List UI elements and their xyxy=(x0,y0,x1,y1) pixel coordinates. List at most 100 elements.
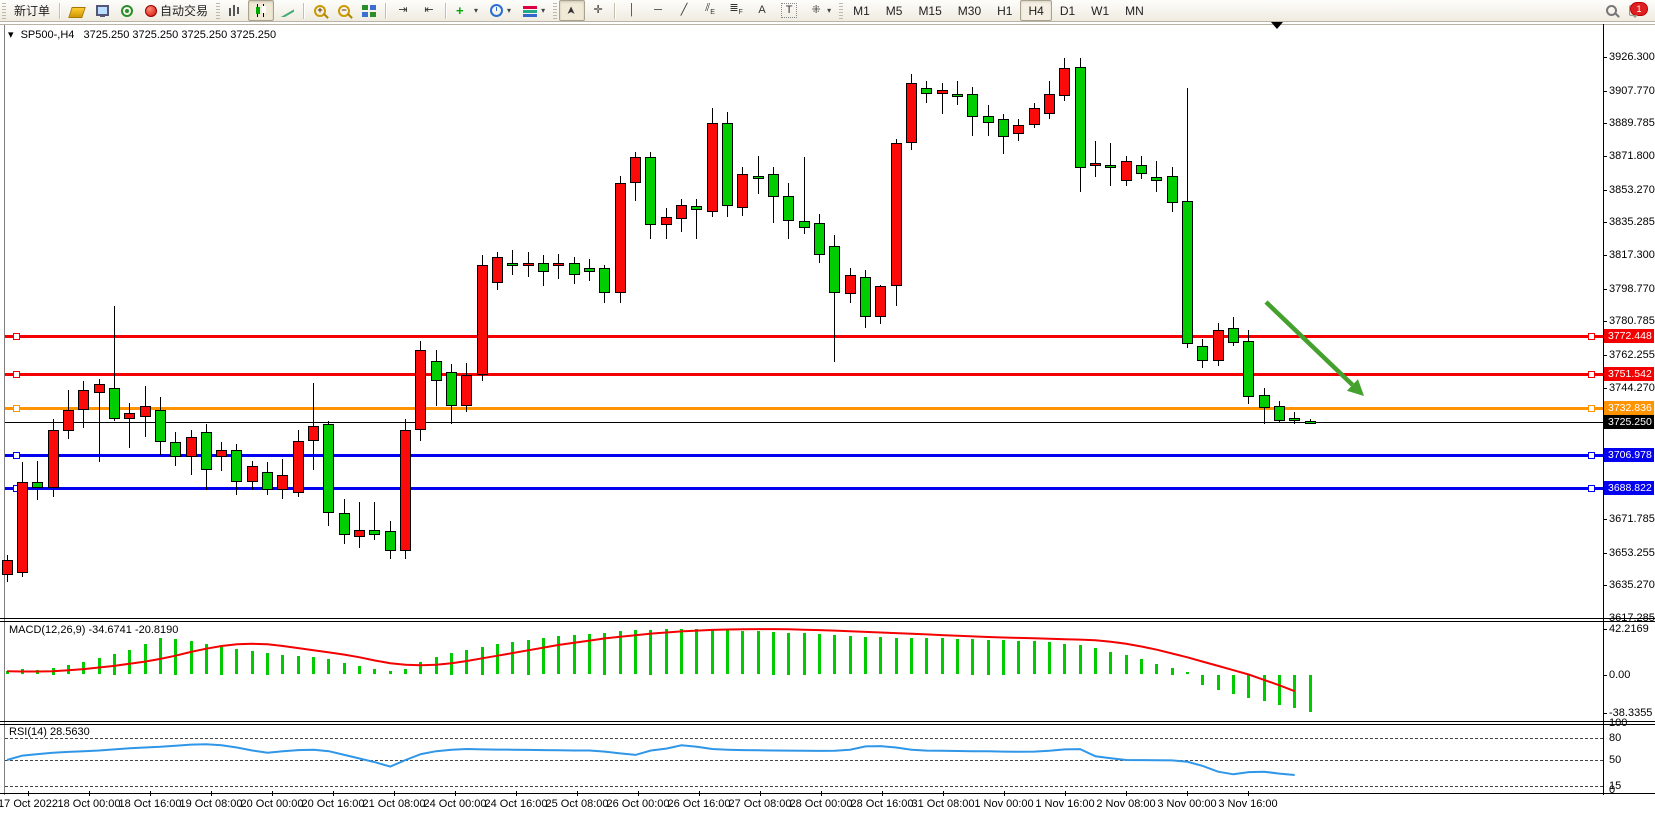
new-order-button[interactable]: 新订单 xyxy=(8,0,56,21)
clock-icon xyxy=(490,4,504,17)
chart-shift-marker[interactable] xyxy=(1271,22,1283,29)
level-line-3732.836[interactable] xyxy=(5,406,1603,410)
timeframe-button-h1[interactable]: H1 xyxy=(997,3,1013,18)
zoom-out-button[interactable]: − xyxy=(332,0,356,21)
candle-up xyxy=(522,262,534,266)
level-handle[interactable] xyxy=(1588,332,1595,340)
arrows-tool-button[interactable]: ⁜ ▾ xyxy=(803,0,837,21)
crosshair-tool-button[interactable]: ✛ xyxy=(585,0,611,21)
time-axis-tick xyxy=(28,791,29,796)
search-button[interactable] xyxy=(1600,0,1623,21)
zoom-in-button[interactable]: + xyxy=(308,0,332,21)
palette-icon xyxy=(523,4,538,17)
level-handle[interactable] xyxy=(13,404,20,412)
price-axis-tick xyxy=(1603,57,1607,58)
candle-up xyxy=(875,286,887,318)
zoom-out-icon: − xyxy=(338,4,351,17)
macd-histogram-bar xyxy=(1293,674,1297,708)
timeframe-button-m15[interactable]: M15 xyxy=(918,3,942,18)
timeframe-button-m1[interactable]: M1 xyxy=(853,3,870,18)
price-axis-tick xyxy=(1603,288,1607,290)
candlestick-chart-button[interactable] xyxy=(248,0,275,21)
macd-histogram-bar xyxy=(925,638,929,675)
level-line-3706.978[interactable] xyxy=(5,453,1603,457)
price-axis-tick xyxy=(1603,222,1607,224)
candle-down xyxy=(1227,328,1239,343)
timeframe-button-w1[interactable]: W1 xyxy=(1091,3,1110,18)
signals-button[interactable] xyxy=(115,0,139,21)
macd-histogram-bar xyxy=(1231,674,1235,694)
fibonacci-tool-button[interactable]: ≣F xyxy=(723,0,749,21)
price-axis-tick xyxy=(1603,321,1607,323)
chart-title: SP500-,H4 xyxy=(20,29,75,41)
macd-histogram-bar xyxy=(634,630,637,675)
level-handle[interactable] xyxy=(13,451,20,459)
level-line-3688.822[interactable] xyxy=(5,486,1603,490)
chevron-down-icon: ▾ xyxy=(541,6,546,15)
line-chart-button[interactable] xyxy=(274,0,300,21)
line-chart-icon xyxy=(280,4,294,17)
trendline-tool-button[interactable]: ╱ xyxy=(671,0,697,21)
auto-trading-button[interactable]: 自动交易 xyxy=(139,0,214,21)
level-handle[interactable] xyxy=(1588,370,1595,378)
layers-button[interactable] xyxy=(64,0,90,21)
cursor-icon: ➤ xyxy=(565,5,578,16)
candle-up xyxy=(246,466,258,483)
auto-scroll-button[interactable]: ⇥ xyxy=(390,0,416,21)
notifications-button[interactable]: 1 xyxy=(1623,0,1649,21)
crosshair-icon: ✛ xyxy=(593,4,603,16)
text-icon: A xyxy=(758,4,766,16)
oneclick-dropdown-icon[interactable]: ▾ xyxy=(8,29,14,41)
price-axis-label: 3780.785 xyxy=(1609,315,1655,328)
candle-up xyxy=(47,429,59,488)
timeframe-button-m30[interactable]: M30 xyxy=(957,3,982,18)
channel-tool-button[interactable]: ⫽E xyxy=(697,0,723,21)
panel-separator xyxy=(0,621,1655,622)
panel-separator xyxy=(0,618,1655,619)
timeframe-button-h4[interactable]: H4 xyxy=(1020,0,1052,21)
macd-axis-label: 42.2169 xyxy=(1609,623,1649,635)
candle-up xyxy=(277,475,289,490)
macd-histogram-bar xyxy=(894,637,898,675)
text-tool-button[interactable]: A xyxy=(749,0,775,21)
level-line-3772.448[interactable] xyxy=(5,334,1603,338)
timeframe-button-m5[interactable]: M5 xyxy=(885,3,903,18)
chart-shift-button[interactable]: ⇤ xyxy=(416,0,442,21)
add-indicator-button[interactable]: + ▾ xyxy=(450,0,484,21)
macd-histogram-bar xyxy=(756,631,760,675)
price-axis-tick xyxy=(1603,618,1607,619)
label-tool-button[interactable]: T xyxy=(775,0,803,21)
hline-tool-button[interactable]: ─ xyxy=(645,0,671,21)
macd-histogram-bar xyxy=(726,630,729,675)
price-axis-tick xyxy=(1603,123,1607,125)
candle-down xyxy=(507,262,519,266)
chart-plot-area[interactable]: 3772.448 3751.542 3732.836 3706.978 3688.822… xyxy=(0,22,1655,821)
macd-histogram-bar xyxy=(802,633,806,675)
time-axis-tick xyxy=(1004,791,1005,796)
templates-button[interactable]: ▾ xyxy=(517,0,551,21)
level-handle[interactable] xyxy=(13,332,20,340)
macd-histogram-bar xyxy=(1170,668,1174,675)
candle-up xyxy=(400,429,412,552)
level-line-3751.542[interactable] xyxy=(5,372,1603,376)
tile-windows-button[interactable] xyxy=(356,0,382,21)
level-handle[interactable] xyxy=(1588,451,1595,459)
candle-up xyxy=(216,449,228,457)
time-axis-tick xyxy=(943,791,944,796)
time-axis-label: 26 Oct 16:00 xyxy=(667,798,731,810)
periods-button[interactable]: ▾ xyxy=(484,0,517,21)
vline-tool-button[interactable]: │ xyxy=(619,0,645,21)
timeframe-button-mn[interactable]: MN xyxy=(1125,3,1144,18)
cursor-tool-button[interactable]: ➤ xyxy=(559,0,586,21)
toolbar-grip xyxy=(839,2,844,19)
level-handle[interactable] xyxy=(13,370,20,378)
terminal-button[interactable] xyxy=(90,0,115,21)
time-axis-tick xyxy=(1187,791,1188,796)
macd-histogram-bar xyxy=(818,633,821,675)
bar-chart-button[interactable] xyxy=(222,0,248,21)
candle-down xyxy=(446,371,458,407)
chart-shift-icon: ⇤ xyxy=(424,4,434,16)
timeframe-button-d1[interactable]: D1 xyxy=(1059,3,1076,18)
level-handle[interactable] xyxy=(1588,484,1595,492)
level-handle[interactable] xyxy=(1588,404,1595,412)
